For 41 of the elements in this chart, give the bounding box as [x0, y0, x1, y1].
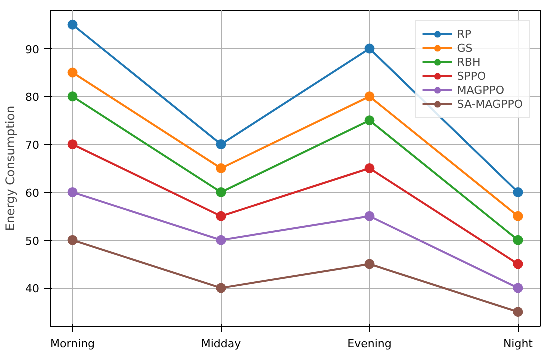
y-tick-label: 90 — [26, 43, 40, 56]
y-tick-label: 70 — [26, 139, 40, 152]
point — [68, 187, 78, 198]
y-tick-label: 50 — [26, 234, 40, 248]
point — [513, 235, 524, 246]
point — [216, 187, 226, 198]
legend-label: RBH — [457, 55, 481, 69]
point — [364, 259, 375, 270]
point — [216, 235, 226, 246]
point — [216, 164, 226, 174]
point — [364, 44, 375, 54]
point — [513, 187, 524, 198]
point — [364, 116, 375, 126]
legend-label: SPPO — [457, 69, 486, 83]
x-tick-label: Evening — [348, 338, 392, 350]
point — [216, 283, 226, 294]
point — [68, 140, 78, 150]
point — [513, 259, 524, 270]
legend-label: GS — [457, 41, 474, 55]
point — [364, 211, 375, 222]
y-tick-label: 40 — [26, 282, 40, 296]
point — [364, 92, 375, 102]
y-tick-label: 80 — [26, 91, 40, 104]
legend-label: SA-MAGPPO — [457, 97, 523, 111]
point — [364, 164, 375, 174]
point — [513, 307, 524, 318]
x-tick-label: Night — [503, 338, 534, 350]
point — [68, 235, 78, 246]
x-tick-label: Morning — [50, 338, 96, 350]
y-tick-label: 60 — [26, 186, 40, 200]
point — [68, 92, 78, 102]
x-tick-label: Midday — [201, 338, 242, 350]
point — [216, 140, 226, 150]
point — [513, 211, 524, 222]
legend-label: RP — [457, 27, 473, 41]
y-axis-title: Energy Consumption — [4, 106, 18, 232]
point — [216, 211, 226, 222]
point — [513, 283, 524, 294]
legend-label: MAGPPO — [457, 83, 505, 97]
point — [68, 20, 78, 30]
point — [68, 68, 78, 78]
